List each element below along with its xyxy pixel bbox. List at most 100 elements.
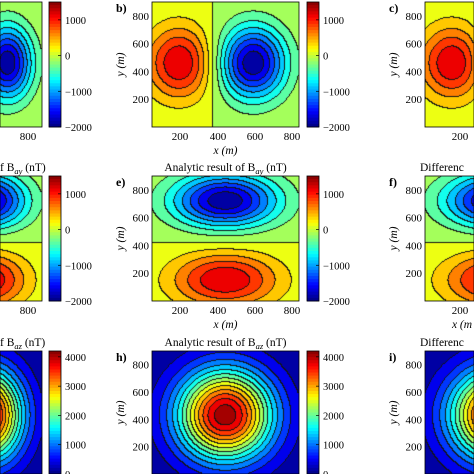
axes-frame [0,1,43,128]
colorbar-tick-label: 1000 [323,190,344,201]
colorbar-segment [307,188,319,193]
colorbar-segment [307,123,319,128]
colorbar-segment [307,17,319,22]
colorbar-segment [49,272,61,277]
colorbar-segment [49,247,61,252]
colorbar-tick-label: −1000 [323,87,350,98]
colorbar-tick-label: 2000 [65,411,86,422]
y-tick-label: 200 [133,94,150,106]
colorbar-segment [307,77,319,81]
colorbar-segment [49,297,61,302]
colorbar-segment [307,67,319,72]
colorbar-segment [49,415,61,420]
colorbar-segment [307,105,319,109]
colorbar-segment [307,92,319,97]
colorbar-segment [307,470,319,474]
panel-title: Differenc [420,162,464,174]
colorbar-segment [307,52,319,56]
colorbar-segment [49,73,61,78]
colorbar-segment [307,297,319,302]
colorbar-tick-label: 0 [323,52,328,63]
colorbar-segment [49,294,61,299]
colorbar-segment [49,123,61,128]
colorbar-segment [307,424,319,429]
panel-b: 200 400 600 800 200 400 600 800 x (m) y (m) b) 1000… [115,1,350,157]
colorbar-segment [49,446,61,450]
colorbar-segment [307,397,319,401]
colorbar-tick-label: 2000 [323,411,344,422]
colorbar-segment [307,455,319,460]
colorbar-segment [49,418,61,423]
x-tick-label: 600 [247,131,264,143]
colorbar-segment [307,387,319,392]
colorbar-segment [307,23,319,28]
colorbar-segment [307,446,319,450]
colorbar-segment [307,272,319,277]
colorbar-segment [307,363,319,367]
colorbar-segment [307,409,319,413]
colorbar-segment [307,210,319,214]
colorbar-segment [49,226,61,230]
colorbar-segment [307,440,319,444]
colorbar-segment [307,461,319,466]
heatmap-d [0,176,42,301]
colorbar-frame [306,1,320,128]
colorbar-segment [307,421,319,426]
panel-label: b) [116,1,127,15]
colorbar-tick-label: −1000 [65,87,92,98]
colorbar-segment [49,409,61,413]
axes-frame [151,1,300,128]
heatmap-h [152,351,299,474]
heatmap-a [0,2,42,127]
panel-label: h) [116,350,127,364]
colorbar-segment [307,235,319,239]
y-tick-label: 600 [133,213,150,225]
colorbar-segment [307,111,319,115]
colorbar-segment [49,257,61,261]
colorbar-segment [49,400,61,404]
colorbar-segment [49,45,61,50]
colorbar-segment [49,443,61,447]
colorbar-segment [49,176,61,180]
colorbar-segment [49,369,61,374]
colorbar-segment [307,251,319,255]
colorbar-segment [49,188,61,193]
heatmap-i [425,351,474,474]
colorbar-segment [49,210,61,214]
colorbar-segment [307,229,319,233]
y-tick-label: 600 [133,387,150,399]
x-axis-label: x (m) [213,145,238,157]
colorbar-tick-label: 1000 [65,190,86,201]
colorbar-segment [307,375,319,380]
colorbar-segment [307,2,319,6]
colorbar-segment [307,427,319,432]
colorbar-tick-label: −2000 [323,297,350,308]
colorbar-segment [49,77,61,81]
colorbar-segment [49,111,61,115]
y-axis-label: y (m) [388,52,400,77]
colorbar-segment [49,55,61,59]
colorbar-segment [49,263,61,268]
colorbar-segment [307,351,319,355]
y-axis-label: y (m) [115,52,127,77]
colorbar-segment [307,276,319,280]
colorbar-segment [307,55,319,59]
axes-frame [0,175,43,302]
colorbar-segment [307,437,319,441]
colorbar-segment [49,260,61,264]
colorbar-segment [307,443,319,447]
panel-label: e) [116,175,125,189]
colorbar-segment [49,8,61,12]
colorbar-segment [49,80,61,84]
colorbar-segment [49,372,61,377]
colorbar-segment [49,354,61,358]
colorbar-segment [49,291,61,296]
panel-f: 20040200400600800x (my (m)f)Differenc [388,162,474,331]
colorbar-segment [307,360,319,364]
colorbar-segment [49,461,61,466]
colorbar-segment [49,48,61,53]
colorbar-segment [49,42,61,47]
y-tick-label: 800 [133,185,150,197]
colorbar-segment [49,440,61,444]
